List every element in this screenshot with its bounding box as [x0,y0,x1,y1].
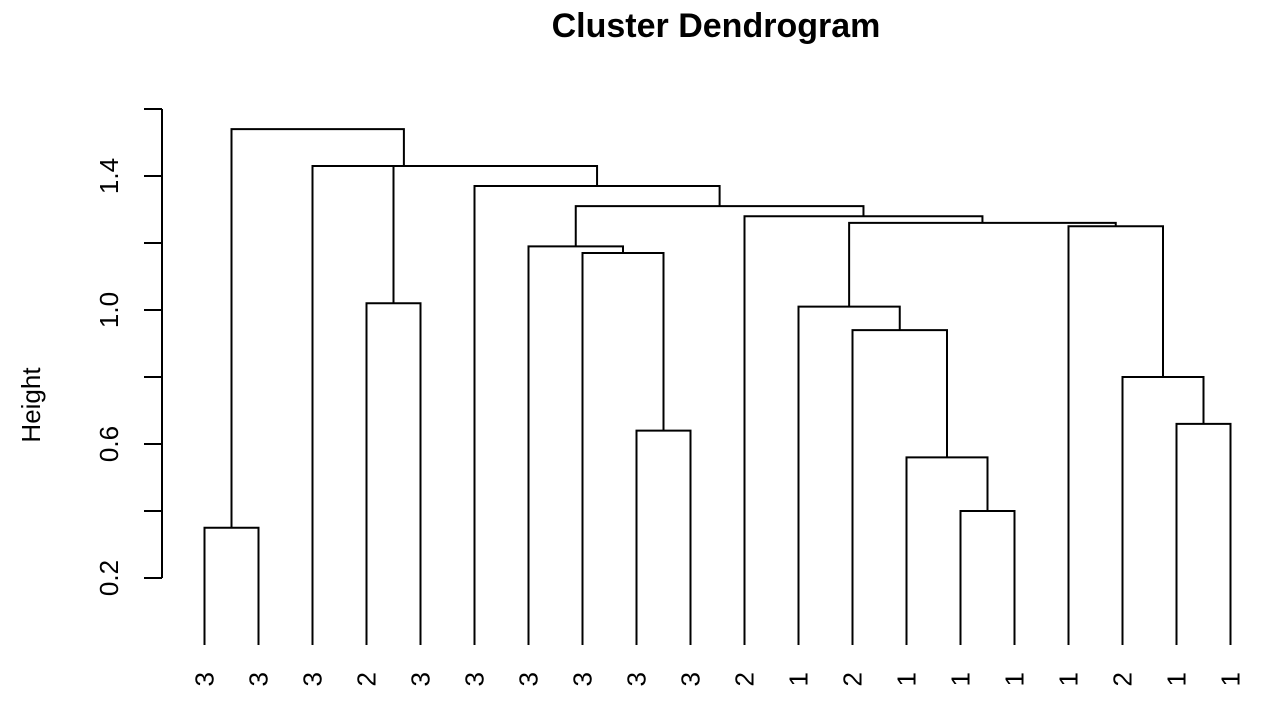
leaf-label: 3 [460,672,490,686]
y-tick-label: 1.4 [94,158,124,194]
dendrogram-branch [574,205,865,247]
dendrogram-branch [473,185,721,645]
leaf-label: 2 [1108,672,1138,686]
leaf-label: 3 [244,672,274,686]
y-axis-label: Height [16,367,46,443]
y-tick-label: 0.2 [94,560,124,596]
dendrogram-branch [851,329,948,645]
dendrogram-branch [365,302,422,645]
dendrogram-branch [1121,376,1205,645]
leaf-label: 3 [406,672,436,686]
dendrogram-branches [203,128,1232,645]
leaf-label: 1 [892,672,922,686]
dendrogram-branch [203,526,260,645]
leaf-label: 3 [190,672,220,686]
dendrogram-branch [527,245,624,645]
leaf-label: 3 [514,672,544,686]
y-axis: 0.2 0.6 1.0 1.4 [94,108,163,596]
leaf-label: 1 [784,672,814,686]
leaf-label: 3 [568,672,598,686]
y-tick-label: 0.6 [94,426,124,462]
y-tick-label: 1.0 [94,292,124,328]
leaf-label: 2 [730,672,760,686]
leaf-label: 1 [1000,672,1030,686]
dendrogram-branch [959,510,1016,645]
dendrogram-branch [905,456,989,645]
dendrogram-branch [581,252,665,645]
leaf-label: 1 [946,672,976,686]
leaf-labels: 3 3 3 2 3 3 3 3 3 3 2 1 2 1 1 1 1 2 1 1 [190,672,1246,686]
leaf-label: 2 [352,672,382,686]
leaf-label: 2 [838,672,868,686]
dendrogram-branch [392,164,599,304]
leaf-label: 3 [676,672,706,686]
dendrogram-branch [1175,422,1232,645]
dendrogram-branch [1067,225,1164,645]
leaf-label: 1 [1216,672,1246,686]
dendrogram-branch [311,164,496,645]
dendrogram-branch [230,128,405,528]
leaf-label: 3 [298,672,328,686]
dendrogram-branch [635,429,692,645]
leaf-label: 3 [622,672,652,686]
leaf-label: 1 [1162,672,1192,686]
chart-title: Cluster Dendrogram [552,7,881,45]
dendrogram-branch [848,221,1117,307]
dendrogram-branch [797,305,901,645]
leaf-label: 1 [1054,672,1084,686]
